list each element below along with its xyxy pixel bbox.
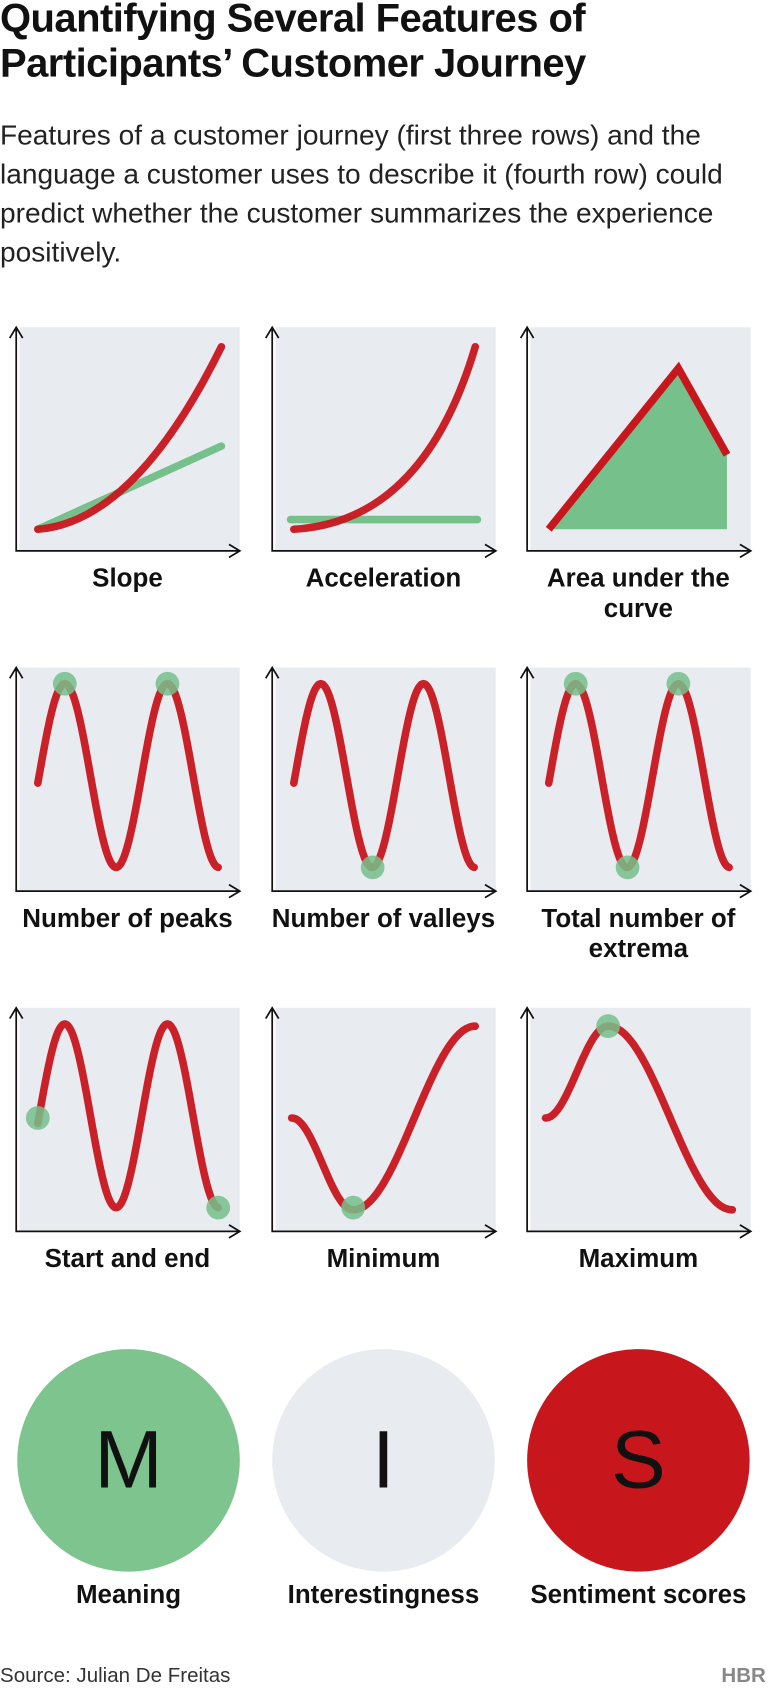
dot	[155, 671, 180, 696]
panel-label: Area under the curve	[546, 563, 730, 624]
axis	[8, 1006, 242, 1239]
panel	[8, 325, 242, 559]
source: Source: Julian De Freitas	[0, 1664, 231, 1688]
feature-circle	[17, 1349, 240, 1572]
dot	[206, 1195, 231, 1220]
area	[548, 368, 727, 530]
axis	[8, 325, 242, 559]
curve	[34, 1020, 222, 1212]
dot	[666, 671, 691, 696]
circle-letter: I	[372, 1413, 395, 1506]
panel-label: Acceleration	[305, 563, 462, 594]
panel	[8, 1006, 242, 1239]
line	[34, 442, 226, 534]
panel	[519, 665, 753, 899]
circle-letter: S	[610, 1413, 666, 1506]
dot	[341, 1195, 366, 1220]
curve	[290, 679, 478, 872]
axis	[519, 1006, 753, 1239]
panel-bg	[275, 327, 496, 551]
circle-letter: M	[94, 1413, 163, 1506]
panel-label: Minimum	[326, 1244, 441, 1274]
panel-label: Number of peaks	[22, 904, 233, 934]
curve	[545, 361, 731, 532]
panel-label: Maximum	[578, 1244, 699, 1274]
feature-circle	[272, 1349, 495, 1572]
title: Quantifying Several Features of Particip…	[0, 0, 586, 86]
circle-label: Sentiment scores	[530, 1580, 747, 1610]
curve	[290, 342, 480, 534]
dot	[25, 1106, 50, 1130]
feature-circle	[527, 1349, 750, 1572]
panel	[519, 325, 753, 559]
curve	[287, 1022, 480, 1214]
panel-label: Total number of extrema	[541, 904, 736, 964]
circle-label: Meaning	[75, 1580, 182, 1610]
axis	[264, 665, 498, 899]
curve	[541, 1022, 737, 1214]
panel	[264, 325, 498, 559]
panel	[264, 665, 498, 899]
axis	[264, 1006, 498, 1239]
panel	[264, 1006, 498, 1239]
axis	[264, 325, 498, 559]
circle-label: Interestingness	[287, 1580, 480, 1610]
dot	[360, 855, 385, 880]
panel-label: Number of valleys	[271, 904, 496, 934]
panel-bg	[275, 1007, 496, 1232]
dot	[596, 1014, 621, 1039]
dot	[615, 855, 640, 880]
axis	[519, 325, 753, 559]
panel-label: Start and end	[44, 1244, 211, 1274]
axis	[8, 665, 242, 899]
panel-bg	[530, 1007, 751, 1232]
axis	[519, 665, 753, 899]
dot	[563, 671, 588, 696]
panel	[519, 1006, 753, 1239]
panel-bg	[19, 327, 240, 551]
panel	[8, 665, 242, 899]
logo: HBR	[721, 1664, 766, 1688]
subtitle: Features of a customer journey (first th…	[0, 118, 723, 268]
panel-label: Slope	[92, 563, 163, 594]
curve	[34, 342, 226, 534]
dot	[52, 671, 77, 696]
